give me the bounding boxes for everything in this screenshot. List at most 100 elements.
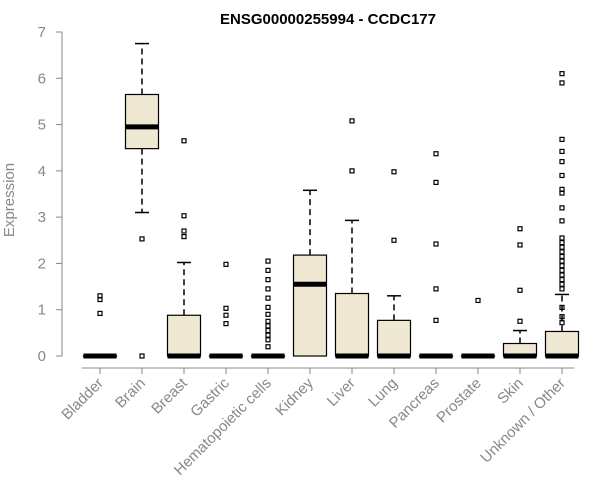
y-tick-label: 6 bbox=[38, 70, 46, 87]
outlier-point bbox=[181, 233, 187, 240]
box-group bbox=[418, 151, 454, 359]
outlier-point bbox=[517, 242, 523, 248]
outlier-point bbox=[559, 71, 565, 77]
y-tick-label: 5 bbox=[38, 117, 46, 134]
outlier-point bbox=[559, 249, 565, 255]
outlier-point bbox=[97, 310, 103, 317]
outlier-point bbox=[265, 295, 271, 301]
boxes bbox=[82, 42, 580, 359]
box-group bbox=[334, 118, 370, 359]
outlier-point bbox=[265, 337, 271, 343]
y-tick-label: 4 bbox=[38, 163, 46, 180]
outlier-point bbox=[559, 286, 565, 292]
outlier-point bbox=[265, 304, 271, 310]
outlier-point bbox=[559, 272, 565, 278]
outlier-point bbox=[433, 151, 439, 157]
box-group bbox=[250, 258, 286, 359]
outlier-point bbox=[349, 168, 355, 174]
box-group bbox=[502, 226, 538, 359]
box-group bbox=[166, 138, 202, 359]
outlier-point bbox=[559, 277, 565, 283]
box-group bbox=[82, 293, 118, 359]
box-group bbox=[460, 297, 496, 359]
outlier-point bbox=[265, 323, 271, 329]
x-tick-label: Liver bbox=[324, 375, 359, 410]
box-group bbox=[376, 169, 412, 359]
outlier-point bbox=[223, 321, 229, 327]
outlier-point bbox=[223, 312, 229, 318]
chart-title: ENSG00000255994 - CCDC177 bbox=[220, 11, 436, 28]
box bbox=[376, 319, 412, 357]
outlier-point bbox=[223, 261, 229, 267]
y-tick-label: 7 bbox=[38, 24, 46, 41]
outlier-point bbox=[433, 179, 439, 186]
outlier-point bbox=[559, 172, 565, 179]
outlier-point bbox=[559, 253, 565, 260]
outlier-point bbox=[559, 235, 565, 241]
outlier-point bbox=[559, 240, 565, 246]
outlier-point bbox=[265, 286, 271, 292]
outlier-point bbox=[265, 327, 271, 334]
x-tick-label: Prostate bbox=[433, 375, 485, 427]
outlier-point bbox=[265, 318, 271, 324]
x-tick-label: Skin bbox=[494, 375, 527, 408]
outlier-point bbox=[181, 213, 187, 219]
outlier-point bbox=[559, 80, 565, 86]
outlier-point bbox=[559, 267, 565, 273]
box bbox=[292, 254, 328, 357]
outlier-point bbox=[559, 148, 565, 155]
outlier-point bbox=[559, 136, 565, 142]
box-group bbox=[124, 42, 160, 359]
outlier-point bbox=[433, 286, 439, 292]
box bbox=[124, 93, 160, 150]
outlier-point bbox=[559, 320, 565, 326]
x-tick-label: Bladder bbox=[58, 375, 107, 424]
outlier-point bbox=[223, 305, 229, 311]
outlier-point bbox=[559, 314, 565, 320]
box bbox=[544, 330, 580, 357]
outlier-point bbox=[517, 318, 523, 324]
box bbox=[334, 292, 370, 357]
y-axis-label: Expression bbox=[1, 163, 18, 237]
outlier-point bbox=[139, 236, 145, 242]
outlier-point bbox=[559, 159, 565, 165]
outlier-point bbox=[517, 226, 523, 232]
outlier-point bbox=[433, 317, 439, 323]
x-tick-label: Breast bbox=[148, 374, 191, 417]
outlier-point bbox=[559, 205, 565, 211]
outlier-point bbox=[349, 118, 355, 124]
y-tick-label: 0 bbox=[38, 348, 46, 365]
outlier-point bbox=[391, 169, 397, 175]
outlier-point bbox=[559, 244, 565, 250]
outlier-point bbox=[559, 304, 565, 310]
outlier-point bbox=[391, 237, 397, 243]
x-tick-label: Kidney bbox=[272, 374, 317, 419]
outlier-point bbox=[265, 332, 271, 338]
outlier-point bbox=[139, 353, 145, 359]
outlier-point bbox=[265, 344, 271, 350]
x-tick-label: Lung bbox=[365, 375, 401, 411]
outlier-point bbox=[559, 281, 565, 287]
outlier-point bbox=[559, 218, 565, 224]
y-tick-label: 2 bbox=[38, 255, 46, 272]
outlier-point bbox=[265, 267, 271, 273]
outlier-point bbox=[181, 138, 187, 144]
outlier-point bbox=[265, 277, 271, 283]
box-group bbox=[544, 71, 580, 359]
y-ticks: 0 1 2 3 4 5 6 7 bbox=[38, 24, 62, 365]
outlier-point bbox=[475, 297, 481, 304]
outlier-point bbox=[559, 258, 565, 264]
y-tick-label: 1 bbox=[38, 302, 46, 319]
outlier-point bbox=[559, 186, 565, 192]
box-group bbox=[208, 261, 244, 359]
y-tick-label: 3 bbox=[38, 209, 46, 226]
outlier-point bbox=[97, 293, 103, 299]
outlier-point bbox=[517, 287, 523, 293]
outlier-point bbox=[559, 263, 565, 269]
x-tick-label: Brain bbox=[112, 375, 149, 412]
outlier-point bbox=[181, 228, 187, 234]
box-group bbox=[292, 189, 328, 357]
box bbox=[166, 314, 202, 357]
